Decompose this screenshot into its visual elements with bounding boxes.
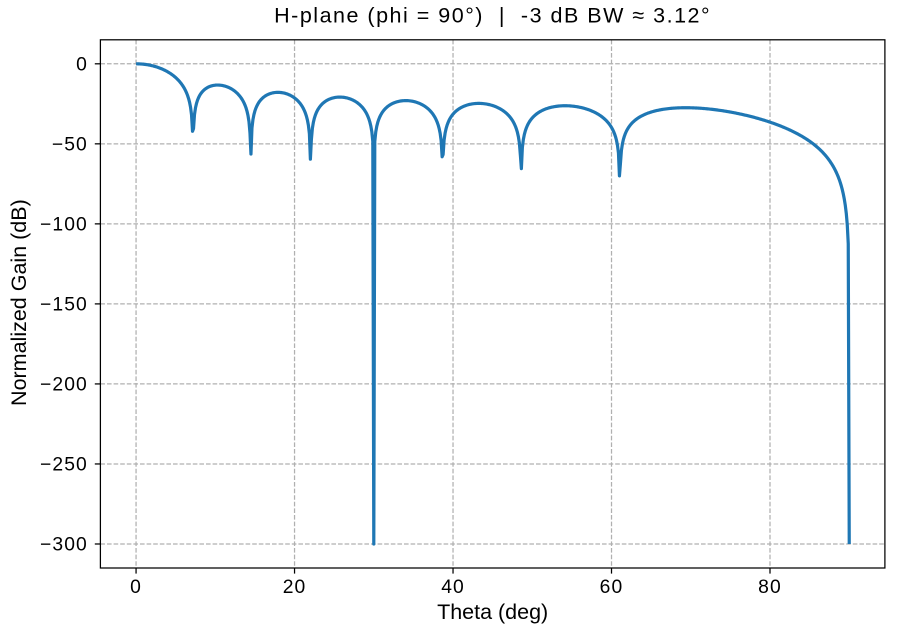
svg-text:Normalized Gain (dB): Normalized Gain (dB) — [7, 199, 31, 406]
svg-text:20: 20 — [283, 577, 307, 598]
svg-text:0: 0 — [130, 577, 142, 598]
svg-text:H-plane (phi = 90°) | -3 dB: H-plane (phi = 90°) | -3 dB BW ≈ 3.12° — [274, 4, 711, 28]
svg-text:−200: −200 — [40, 375, 88, 396]
svg-text:−300: −300 — [40, 535, 88, 556]
svg-text:40: 40 — [441, 577, 465, 598]
svg-text:60: 60 — [600, 577, 624, 598]
svg-text:−50: −50 — [52, 134, 88, 155]
svg-text:Theta (deg): Theta (deg) — [437, 600, 548, 624]
svg-text:−100: −100 — [40, 215, 88, 236]
svg-text:−150: −150 — [40, 295, 88, 316]
svg-text:80: 80 — [758, 577, 782, 598]
svg-text:−250: −250 — [40, 455, 88, 476]
svg-text:0: 0 — [76, 54, 88, 75]
